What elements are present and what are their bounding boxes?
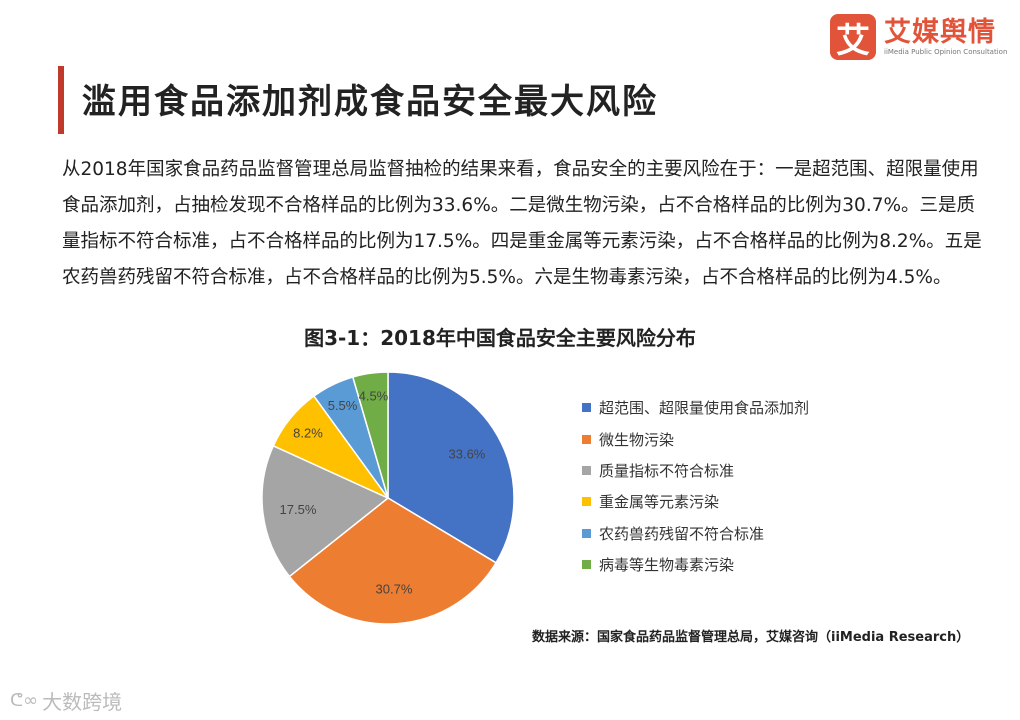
pie-data-label: 33.6% — [449, 446, 486, 461]
legend-item: 质量指标不符合标准 — [582, 455, 809, 486]
pie-slice — [387, 371, 515, 564]
legend-swatch — [582, 497, 591, 507]
pie-data-label: 4.5% — [359, 389, 389, 404]
ego-logo-icon: ᕦ∞ — [10, 690, 39, 711]
brand-mark-icon: 艾 — [830, 14, 876, 61]
summary-paragraph: 从2018年国家食品药品监督管理总局监督抽检的结果来看，食品安全的主要风险在于：… — [62, 159, 982, 288]
brand-name: 艾媒舆情 — [884, 17, 996, 48]
watermark-text: 大数跨境 — [42, 690, 123, 714]
legend-label: 微生物污染 — [599, 430, 675, 449]
chart-legend: 超范围、超限量使用食品添加剂 微生物污染质量指标不符合标准 重金属等元素污染农药兽药… — [582, 392, 809, 580]
legend-item: 超范围、超限量使用食品添加剂 — [582, 392, 809, 423]
chart-title: 图3-1：2018年中国食品安全主要风险分布 — [304, 326, 696, 350]
brand-text: 艾媒舆情 iiMedia Public Opinion Consultation — [884, 17, 1008, 57]
pie-data-label: 17.5% — [280, 502, 317, 517]
pie-slice — [288, 497, 498, 625]
page-title: 滥用食品添加剂成食品安全最大风险 — [82, 82, 658, 122]
legend-swatch — [582, 528, 591, 538]
pie-data-label: 5.5% — [328, 398, 358, 413]
legend-item: 农药兽药残留不符合标准 — [582, 518, 809, 549]
legend-item: 微生物污染 — [582, 423, 809, 454]
legend-swatch — [582, 560, 591, 570]
legend-label: 病毒等生物毒素污染 — [599, 556, 735, 575]
pie-slice — [261, 444, 390, 578]
legend-swatch — [582, 403, 591, 413]
brand-logo: 艾 艾媒舆情 iiMedia Public Opinion Consultati… — [830, 14, 1008, 61]
brand-subtitle: iiMedia Public Opinion Consultation — [884, 48, 1008, 56]
legend-swatch — [582, 434, 591, 444]
legend-swatch — [582, 465, 591, 475]
legend-item: 重金属等元素污染 — [582, 486, 809, 517]
legend-label: 重金属等元素污染 — [599, 493, 720, 512]
legend-label: 超范围、超限量使用食品添加剂 — [599, 399, 810, 418]
watermark: ᕦ∞ 大数跨境 — [10, 686, 122, 715]
title-accent-bar — [58, 66, 64, 134]
pie-data-label: 8.2% — [293, 426, 323, 441]
legend-item: 病毒等生物毒素污染 — [582, 549, 809, 580]
data-source: 数据来源：国家食品药品监督管理总局，艾媒咨询（iiMedia Research） — [532, 630, 970, 645]
pie-slice — [351, 371, 389, 499]
legend-label: 农药兽药残留不符合标准 — [599, 524, 765, 543]
legend-label: 质量指标不符合标准 — [599, 461, 735, 480]
pie-data-label: 30.7% — [376, 582, 413, 597]
